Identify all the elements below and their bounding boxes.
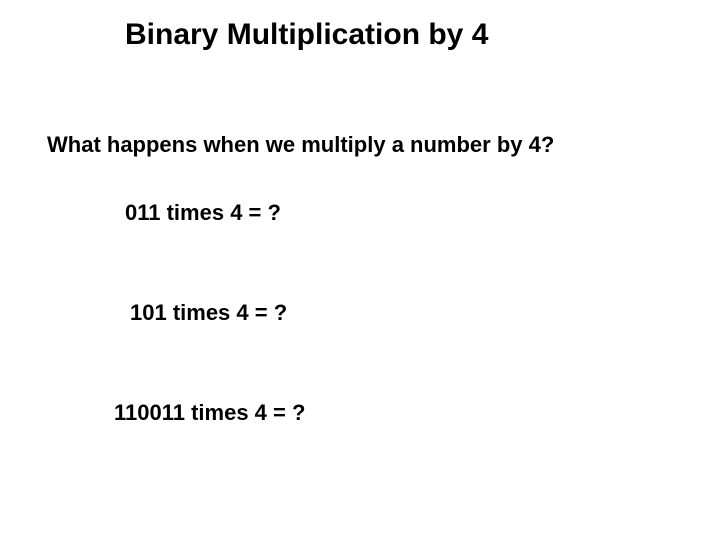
slide-title: Binary Multiplication by 4 (125, 18, 488, 52)
slide-question: What happens when we multiply a number b… (47, 132, 554, 158)
example-line: 011 times 4 = ? (125, 200, 281, 226)
example-line: 110011 times 4 = ? (114, 400, 305, 426)
example-line: 101 times 4 = ? (130, 300, 287, 326)
slide: Binary Multiplication by 4 What happens … (0, 0, 720, 540)
